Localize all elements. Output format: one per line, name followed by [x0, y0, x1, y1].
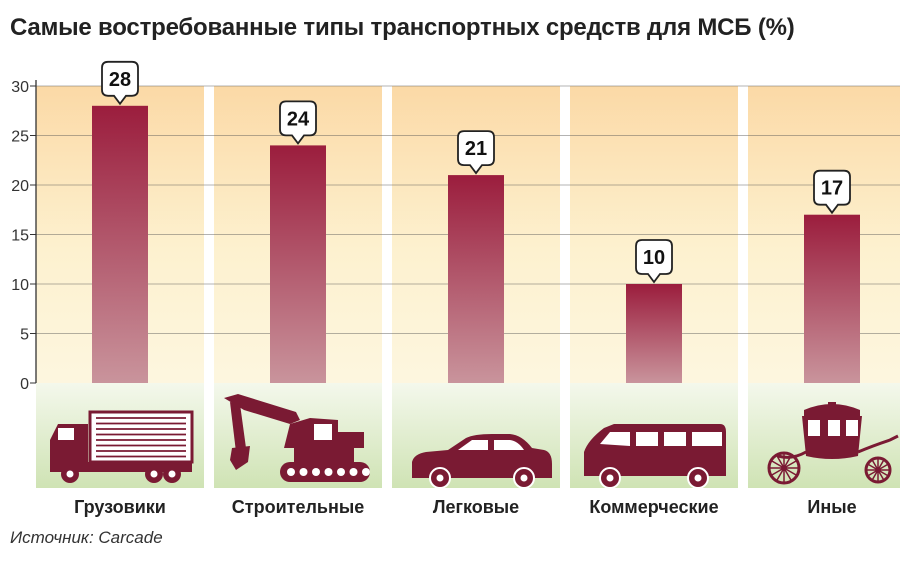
value-callout: 10	[635, 239, 673, 284]
excavator-window	[314, 424, 332, 440]
y-tick-label: 0	[20, 376, 29, 393]
data-label: 28	[109, 69, 131, 91]
carriage-icon	[767, 402, 899, 485]
callout-bubble	[101, 60, 139, 106]
truck-cargo	[88, 410, 194, 464]
van-window	[692, 432, 714, 446]
carriage-window	[808, 420, 820, 436]
y-tick-label: 10	[11, 277, 29, 294]
bar	[804, 214, 860, 383]
category-label: Строительные	[232, 497, 364, 517]
category-label: Иные	[807, 497, 856, 517]
callout-bubble	[635, 239, 673, 284]
data-label: 24	[287, 108, 310, 130]
car-icon	[412, 434, 552, 489]
carriage-hub	[875, 467, 881, 473]
data-label: 17	[821, 178, 843, 200]
category-label: Легковые	[433, 497, 519, 517]
truck-hub	[66, 470, 74, 478]
carriage-roof	[804, 404, 860, 416]
truck-chassis	[50, 462, 192, 472]
category-label: Коммерческие	[589, 497, 718, 517]
track-roller	[312, 468, 320, 476]
value-callout: 21	[457, 130, 495, 175]
van-hub	[694, 474, 702, 482]
chart-title: Самые востребованные типы транспортных с…	[10, 14, 795, 41]
van-windshield	[600, 432, 630, 446]
excavator-boom	[224, 394, 300, 424]
van-window	[636, 432, 658, 446]
carriage-window	[828, 420, 840, 436]
carriage-window	[846, 420, 858, 436]
track-roller	[324, 468, 333, 476]
y-tick-label: 20	[11, 178, 29, 195]
excavator-body	[338, 432, 364, 448]
car-hub	[436, 474, 444, 482]
van-window	[664, 432, 686, 446]
excavator-base	[294, 448, 354, 462]
car-window-rear	[494, 440, 524, 450]
track-roller	[349, 468, 358, 476]
bar	[626, 284, 682, 383]
truck-icon	[50, 410, 194, 483]
callout-bubble	[457, 130, 495, 175]
truck-hub	[168, 470, 176, 478]
value-callout: 24	[279, 100, 317, 145]
excavator-bucket	[230, 446, 250, 470]
category-label: Грузовики	[74, 497, 166, 517]
track-roller	[299, 468, 308, 476]
truck-hub	[150, 470, 158, 478]
car-window-front	[458, 440, 488, 450]
bar	[270, 145, 326, 383]
value-callout: 17	[813, 169, 851, 215]
value-callout: 28	[101, 60, 139, 106]
y-tick-label: 5	[20, 327, 29, 344]
bar	[448, 175, 504, 383]
van-hub	[606, 474, 614, 482]
callout-bubble	[279, 100, 317, 145]
carriage-hub	[781, 465, 787, 471]
callout-bubble	[813, 169, 851, 215]
bar	[92, 105, 148, 384]
carriage-crown	[828, 402, 836, 408]
track-roller	[287, 468, 295, 476]
car-hub	[520, 474, 528, 482]
data-label: 21	[465, 138, 487, 160]
y-tick-label: 15	[11, 228, 29, 245]
data-label: 10	[643, 247, 665, 269]
track-roller	[362, 468, 370, 476]
source-note: Источник: Carcade	[10, 528, 163, 547]
y-tick-label: 25	[11, 129, 29, 146]
excavator-arm	[230, 402, 246, 452]
van-icon	[584, 424, 726, 489]
excavator-icon	[224, 394, 370, 482]
y-tick-label: 30	[11, 79, 29, 96]
track-roller	[337, 468, 345, 476]
van-window-back	[714, 432, 722, 446]
truck-window	[58, 428, 74, 440]
